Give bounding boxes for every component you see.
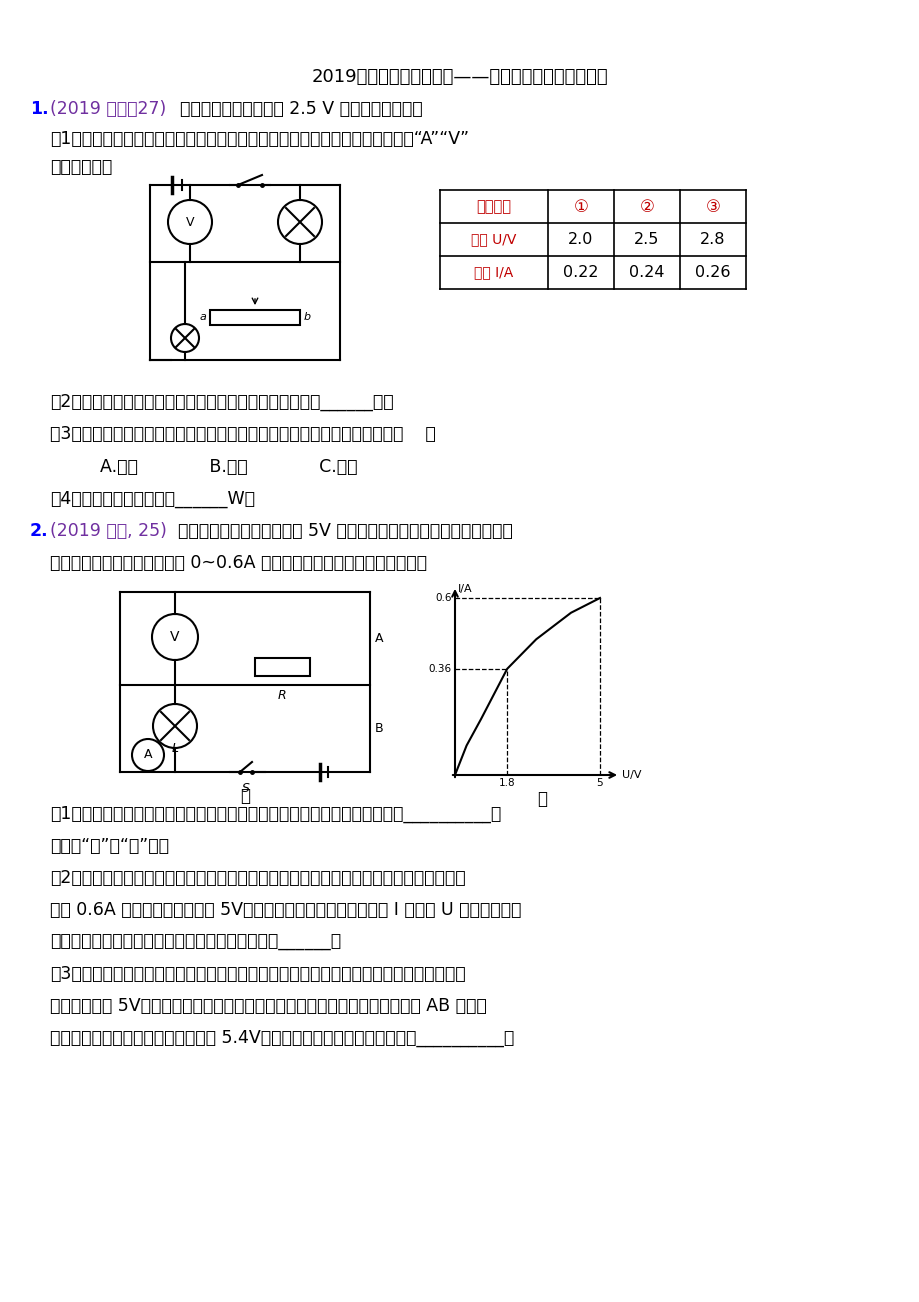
Text: (2019 长春, 25): (2019 长春, 25) [50, 522, 166, 540]
Text: 小明要测量额定电压为 2.5 V 的小灯泡的功率．: 小明要测量额定电压为 2.5 V 的小灯泡的功率． [180, 100, 422, 118]
Text: R: R [278, 689, 286, 702]
Bar [255, 658, 310, 676]
Text: A.变亮             B.变暗             C.不变: A.变亮 B.变暗 C.不变 [100, 458, 357, 477]
Text: I/A: I/A [458, 585, 472, 594]
Text: ③: ③ [705, 198, 720, 216]
Text: 个电压表和一个电流表（只有 0~0.6A 量程可用）．电源两端的电压恒定．: 个电压表和一个电流表（只有 0~0.6A 量程可用）．电源两端的电压恒定． [50, 553, 426, 572]
Text: 1.8: 1.8 [498, 779, 515, 788]
Text: （3）为测量小灯泡的额定功率，小组同学拆除电流表后再接通电路，调节滑动变阻器直至: （3）为测量小灯泡的额定功率，小组同学拆除电流表后再接通电路，调节滑动变阻器直至 [50, 965, 465, 983]
Text: （1）如图所示，电路图中没有标明电流表、电压表，请在相应圆圈内填入字母“A”“V”: （1）如图所示，电路图中没有标明电流表、电压表，请在相应圆圈内填入字母“A”“V… [50, 130, 469, 148]
Text: A: A [375, 631, 383, 644]
Text: 电压 U/V: 电压 U/V [471, 233, 516, 246]
Text: 数为 0.6A 时，电压表示数低于 5V．根据数据绘制出小灯泡的电流 I 与电压 U 的关系图像如: 数为 0.6A 时，电压表示数低于 5V．根据数据绘制出小灯泡的电流 I 与电压… [50, 901, 521, 919]
Text: 1.: 1. [30, 100, 49, 118]
Text: 0.24: 0.24 [629, 266, 664, 280]
Text: 乙: 乙 [537, 790, 547, 809]
Text: 2.0: 2.0 [568, 232, 593, 247]
Text: ②: ② [639, 198, 653, 216]
Text: （选填“左”或“右”）．: （选填“左”或“右”）． [50, 837, 169, 855]
Text: A: A [143, 749, 152, 762]
Bar [210, 310, 300, 326]
Text: 电压表示数为 5V；保持滑动变阻器的滑片位置不变，断开开关，将电压表替换 AB 间导线: 电压表示数为 5V；保持滑动变阻器的滑片位置不变，断开开关，将电压表替换 AB … [50, 997, 486, 1016]
Text: 2019年中考物理真题集锦——专题四十一：电功率实验: 2019年中考物理真题集锦——专题四十一：电功率实验 [312, 68, 607, 86]
Text: a: a [199, 312, 206, 322]
Text: V: V [186, 216, 194, 228]
Text: 实验序号: 实验序号 [476, 199, 511, 214]
Text: 2.: 2. [30, 522, 49, 540]
Text: 图乙所示，由图像可知，灯丝电阻随温度的升高而______．: 图乙所示，由图像可知，灯丝电阻随温度的升高而______． [50, 934, 341, 950]
Text: S: S [242, 783, 250, 796]
Text: 0.26: 0.26 [695, 266, 730, 280]
Text: 电流 I/A: 电流 I/A [474, 266, 513, 280]
Text: L: L [171, 742, 178, 755]
Text: （2）闭合开关，记录电压表、电流表示数：调节滑动变阻器并记录多组数据．当电流表示: （2）闭合开关，记录电压表、电流表示数：调节滑动变阻器并记录多组数据．当电流表示 [50, 868, 465, 887]
Text: 甲: 甲 [240, 786, 250, 805]
Text: 2.5: 2.5 [633, 232, 659, 247]
Text: 完成电路图．: 完成电路图． [50, 158, 112, 176]
Text: （2）连接电路时，闭合开关前，滑动变阻器的滑片应移到______端．: （2）连接电路时，闭合开关前，滑动变阻器的滑片应移到______端． [50, 393, 393, 411]
Text: （1）按如图甲所示电路图确连接电路．闭合开关前，将滑动变阻器滑片移到__________端: （1）按如图甲所示电路图确连接电路．闭合开关前，将滑动变阻器滑片移到______… [50, 805, 501, 823]
Text: V: V [170, 630, 179, 644]
Text: 5: 5 [596, 779, 603, 788]
Text: （3）小明测量的数据如上表所示，三次测量比较，小灯泡亮度变化情况是（    ）: （3）小明测量的数据如上表所示，三次测量比较，小灯泡亮度变化情况是（ ） [50, 424, 436, 443]
Text: U/V: U/V [621, 769, 641, 780]
Text: ①: ① [573, 198, 588, 216]
Text: 接入电路，闭合开关，电压表小数为 5.4V，则此时小灯泡亮度比正常发光时__________：: 接入电路，闭合开关，电压表小数为 5.4V，则此时小灯泡亮度比正常发光时____… [50, 1029, 514, 1047]
Text: 0.36: 0.36 [428, 664, 451, 674]
Text: b: b [303, 312, 311, 322]
Text: （4）小灯泡的额定功率为______W．: （4）小灯泡的额定功率为______W． [50, 490, 255, 508]
Text: (2019 徐州，27): (2019 徐州，27) [50, 100, 166, 118]
Text: 0.22: 0.22 [562, 266, 598, 280]
Text: B: B [375, 723, 383, 736]
Text: 2.8: 2.8 [699, 232, 725, 247]
Text: 科技小组要测量额定电压为 5V 的小灯泡的电功率，可用的器材有：一: 科技小组要测量额定电压为 5V 的小灯泡的电功率，可用的器材有：一 [177, 522, 512, 540]
Text: 0.6: 0.6 [435, 592, 451, 603]
